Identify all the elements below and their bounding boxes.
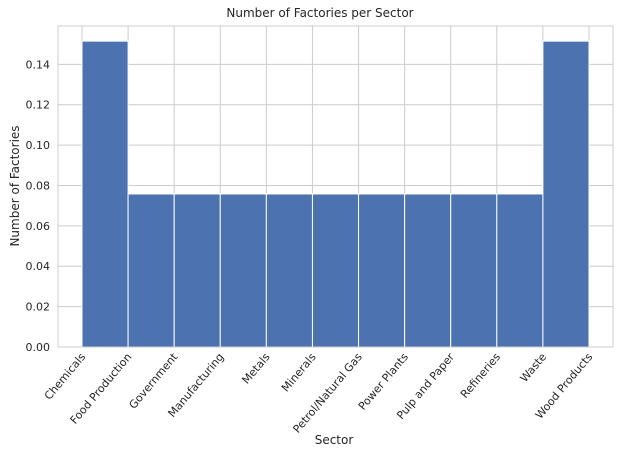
y-tick-label: 0.04: [26, 260, 51, 273]
y-axis-label: Number of Factories: [8, 125, 22, 246]
x-tick-label: Waste: [518, 350, 550, 384]
y-tick-label: 0.08: [26, 179, 51, 192]
bar: [81, 40, 129, 348]
x-tick-label: Metals: [239, 350, 272, 386]
bar: [265, 193, 313, 348]
chart-title: Number of Factories per Sector: [226, 6, 413, 20]
bar: [404, 193, 452, 348]
y-tick-labels: 0.00 0.02 0.04 0.06 0.08 0.10 0.12 0.14: [26, 58, 51, 354]
y-tick-label: 0.02: [26, 301, 51, 314]
bar: [496, 193, 544, 348]
bar: [219, 193, 267, 348]
y-tick-label: 0.06: [26, 220, 51, 233]
x-tick-label: Refineries: [458, 350, 503, 400]
y-tick-label: 0.14: [26, 58, 51, 71]
bar: [127, 193, 175, 348]
plot-frame: [57, 25, 614, 348]
x-axis-label: Sector: [315, 433, 354, 447]
y-tick-label: 0.10: [26, 139, 51, 152]
x-tick-label: Minerals: [279, 350, 319, 394]
x-tick-label: Chemicals: [42, 350, 89, 402]
bar: [450, 193, 498, 348]
bar: [358, 193, 406, 348]
bar: [542, 40, 590, 348]
y-tick-label: 0.00: [26, 341, 51, 354]
bar: [311, 193, 360, 348]
bar: [173, 193, 221, 348]
y-tick-label: 0.12: [26, 99, 51, 112]
bars: [81, 40, 590, 348]
